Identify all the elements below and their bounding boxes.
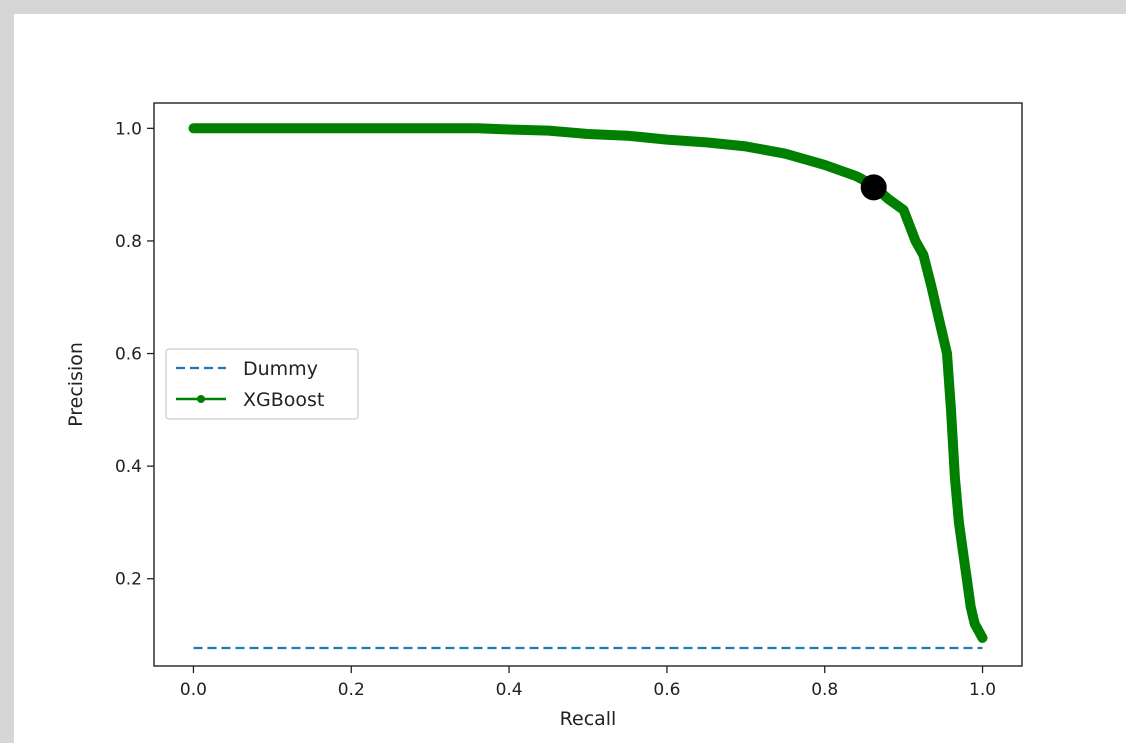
y-tick-label: 0.8 (115, 232, 142, 252)
series-point-xgboost (883, 194, 893, 204)
legend-swatch-marker (197, 395, 205, 403)
series-point-xgboost (942, 349, 952, 358)
series-point-xgboost (962, 574, 972, 584)
series-point-xgboost (346, 123, 356, 133)
series-point-xgboost (623, 131, 632, 141)
axes: 0.0 0.2 0.4 0.6 0.8 1.0 0.2 0.4 0.6 0.8 1.0 (115, 102, 1023, 700)
x-tick-label: 0.2 (338, 680, 365, 700)
legend-label-dummy: Dummy (243, 358, 318, 380)
y-tick-label: 0.6 (115, 345, 142, 365)
series-point-xgboost (425, 123, 435, 133)
y-tick-label: 0.4 (115, 457, 142, 477)
y-tick-label: 1.0 (115, 119, 142, 139)
series-point-xgboost (851, 171, 861, 181)
series-point-xgboost (970, 619, 980, 629)
series-point-xgboost (662, 135, 672, 145)
series-point-xgboost (473, 123, 482, 133)
series-point-xgboost (701, 137, 711, 147)
y-tick-label: 0.2 (115, 570, 142, 590)
series-point-xgboost (911, 236, 920, 246)
series-point-xgboost (950, 472, 960, 482)
legend-label-xgboost: XGBoost (243, 389, 324, 411)
series-point-xgboost (780, 149, 790, 159)
series-point-xgboost (583, 129, 593, 139)
series-point-xgboost (267, 123, 277, 133)
series-point-xgboost (544, 126, 553, 136)
x-tick-label: 0.6 (653, 680, 680, 700)
y-axis-label: Precision (65, 342, 87, 427)
series-point-xgboost (966, 602, 976, 612)
series-point-xgboost (189, 123, 198, 133)
x-tick-label: 0.0 (180, 680, 207, 700)
x-tick-label: 1.0 (969, 680, 996, 700)
highlight-point (860, 174, 887, 201)
x-tick-label: 0.8 (811, 680, 838, 700)
series-point-xgboost (946, 405, 956, 415)
legend: Dummy XGBoost (165, 348, 359, 420)
series-point-xgboost (934, 315, 944, 325)
series-point-xgboost (504, 125, 514, 134)
legend-box (165, 348, 359, 420)
series-point-xgboost (820, 160, 830, 170)
x-axis-label: Recall (560, 708, 617, 730)
series-point-xgboost (926, 281, 936, 291)
series-point-xgboost (899, 205, 909, 215)
series-point-xgboost (918, 250, 928, 260)
plot-area (188, 123, 988, 650)
series-point-xgboost (954, 517, 964, 527)
series-point-xgboost (228, 123, 238, 133)
axes-frame (153, 102, 1023, 667)
series-point-xgboost (958, 546, 968, 556)
series-point-xgboost (978, 633, 987, 643)
x-tick-label: 0.4 (496, 680, 523, 700)
series-point-xgboost (741, 141, 751, 151)
